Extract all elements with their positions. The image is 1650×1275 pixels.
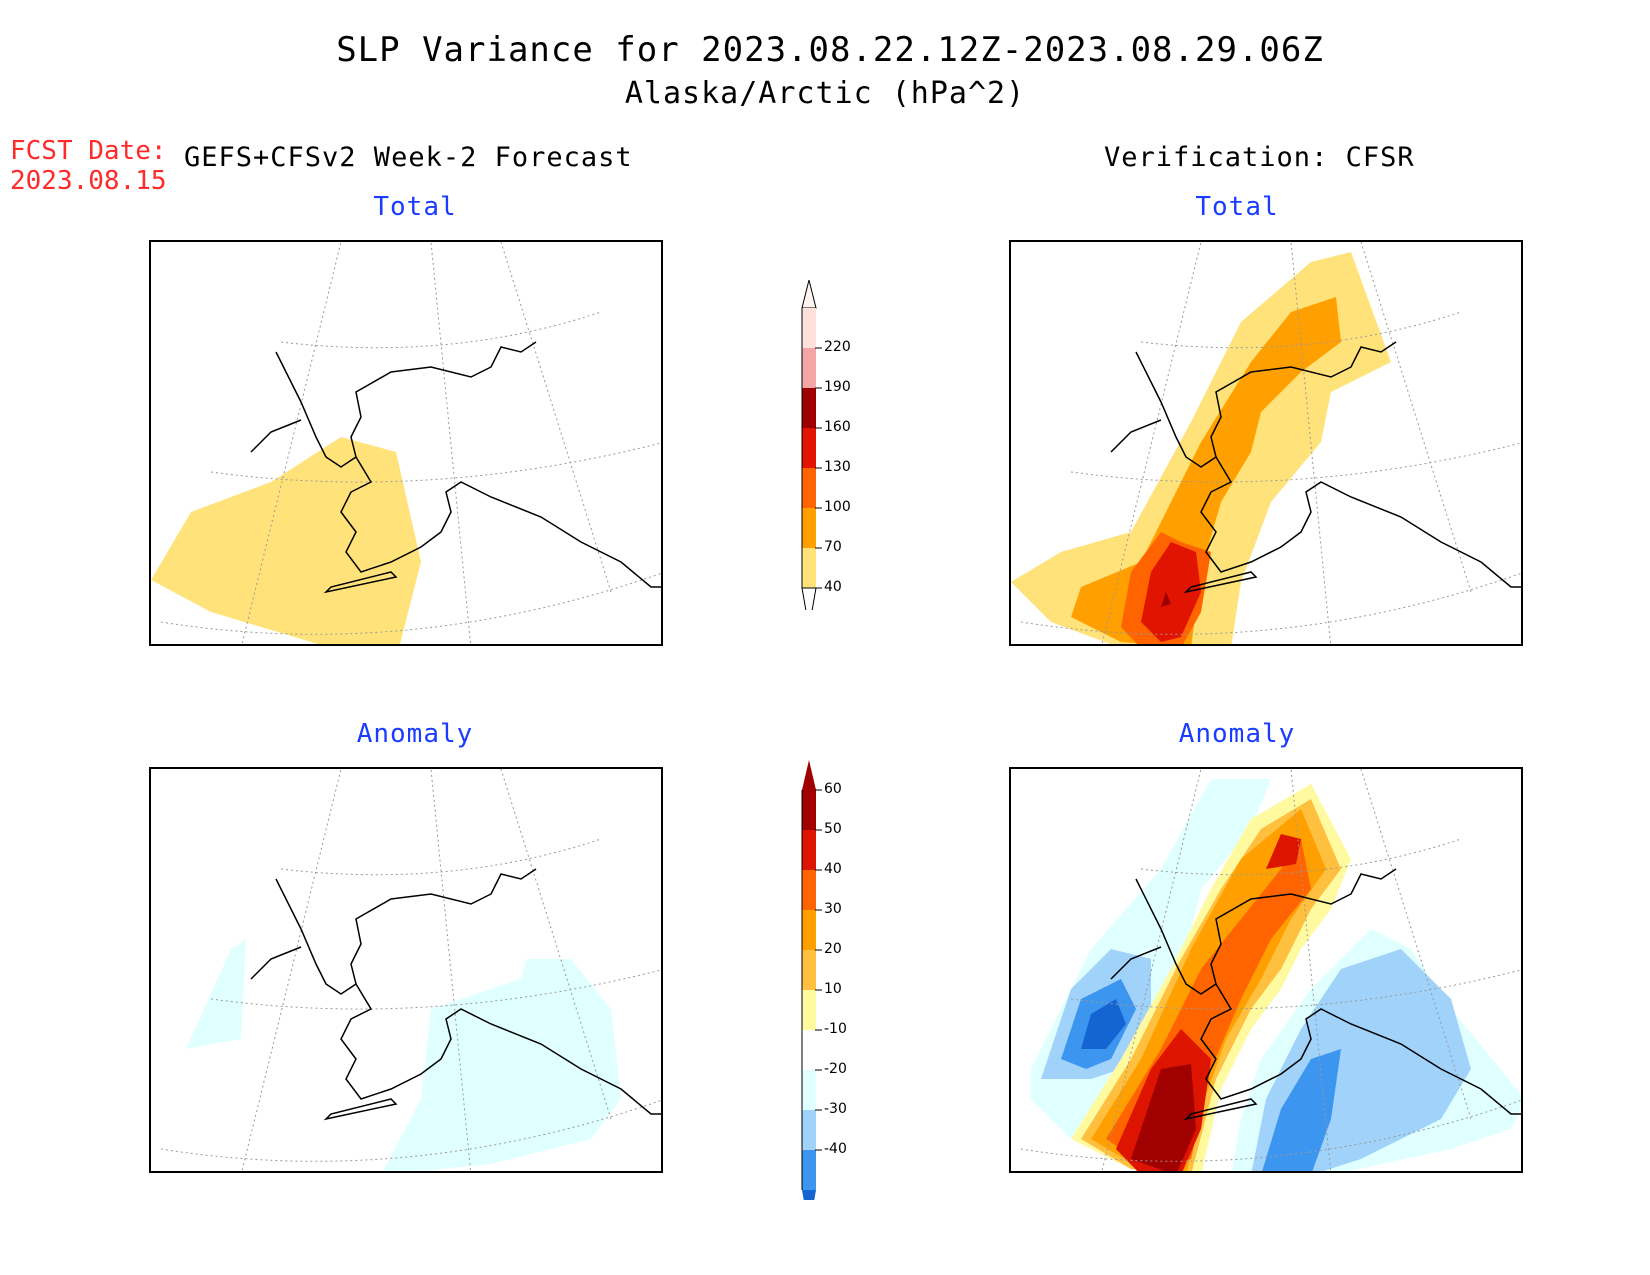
contour-160-190 — [1161, 592, 1171, 607]
colorbar-bottom-arrow — [802, 1190, 816, 1230]
colorbar-swatch — [802, 388, 816, 428]
colorbar-swatch — [802, 348, 816, 388]
colorbar-swatch — [802, 1150, 816, 1190]
colorbar-swatch — [802, 950, 816, 990]
colorbar-label: 130 — [824, 459, 851, 475]
colorbar-swatch — [802, 308, 816, 348]
colorbar-label: 30 — [824, 901, 842, 917]
colorbar-swatch — [802, 1110, 816, 1150]
verification-total-title: Total — [1195, 192, 1279, 222]
coastline — [250, 868, 661, 1121]
coastline — [1110, 868, 1521, 1121]
colorbar-swatch — [802, 790, 816, 830]
colorbar-swatch — [802, 990, 816, 1030]
contour-minus10-minus20-west — [186, 939, 246, 1049]
colorbar-top-arrow — [802, 760, 816, 790]
colorbar-swatch — [802, 468, 816, 508]
forecast-column-heading: GEFS+CFSv2 Week-2 Forecast — [184, 142, 633, 173]
colorbar-label: -10 — [824, 1021, 847, 1037]
colorbar-swatch — [802, 830, 816, 870]
colorbar-label: 50 — [824, 821, 842, 837]
colorbar-label: 20 — [824, 941, 842, 957]
total-colorbar: 220 190 160 130 100 70 40 — [790, 279, 870, 629]
colorbar-swatch — [802, 1030, 816, 1070]
contour-130-160 — [1141, 542, 1201, 642]
colorbar-label: 10 — [824, 981, 842, 997]
colorbar-label: -40 — [824, 1141, 847, 1157]
main-title: SLP Variance for 2023.08.22.12Z-2023.08.… — [336, 30, 1324, 70]
coastline — [1110, 341, 1521, 594]
verification-anomaly-map — [1009, 767, 1523, 1173]
contour-60-plus — [1131, 1064, 1196, 1171]
colorbar-label: -30 — [824, 1101, 847, 1117]
forecast-anomaly-map — [149, 767, 663, 1173]
colorbar-label: 40 — [824, 579, 842, 595]
fcst-date-value: 2023.08.15 — [10, 166, 167, 196]
colorbar-label: 60 — [824, 781, 842, 797]
colorbar-label: -20 — [824, 1061, 847, 1077]
contour-50-60-north — [1266, 834, 1301, 869]
colorbar-label: 160 — [824, 419, 851, 435]
forecast-anomaly-title: Anomaly — [356, 719, 474, 749]
verification-column-heading: Verification: CFSR — [1104, 142, 1415, 173]
colorbar-bottom-arrow — [801, 587, 817, 629]
fcst-date-label: FCST Date: — [10, 136, 167, 166]
contour-minus40-west — [1081, 999, 1126, 1049]
verification-total-map — [1009, 240, 1523, 646]
colorbar-label: 40 — [824, 861, 842, 877]
colorbar-swatch — [802, 910, 816, 950]
contour-70-100 — [1071, 297, 1341, 644]
anomaly-colorbar: 60 50 40 30 20 10 -10 -20 -30 -40 — [790, 750, 870, 1230]
colorbar-label: 70 — [824, 539, 842, 555]
colorbar-swatch — [802, 428, 816, 468]
coastline — [250, 341, 661, 594]
colorbar-swatch — [802, 508, 816, 548]
colorbar-swatch — [802, 548, 816, 588]
forecast-total-map — [149, 240, 663, 646]
colorbar-swatch — [802, 870, 816, 910]
contour-minus10-minus20-east — [383, 959, 621, 1171]
forecast-total-title: Total — [373, 192, 457, 222]
colorbar-label: 100 — [824, 499, 851, 515]
contour-40-70 — [151, 437, 421, 644]
colorbar-top-arrow — [801, 279, 817, 309]
subtitle-region-units: Alaska/Arctic (hPa^2) — [624, 76, 1026, 111]
verification-anomaly-title: Anomaly — [1178, 719, 1296, 749]
colorbar-swatch — [802, 1070, 816, 1110]
colorbar-label: 190 — [824, 379, 851, 395]
colorbar-label: 220 — [824, 339, 851, 355]
